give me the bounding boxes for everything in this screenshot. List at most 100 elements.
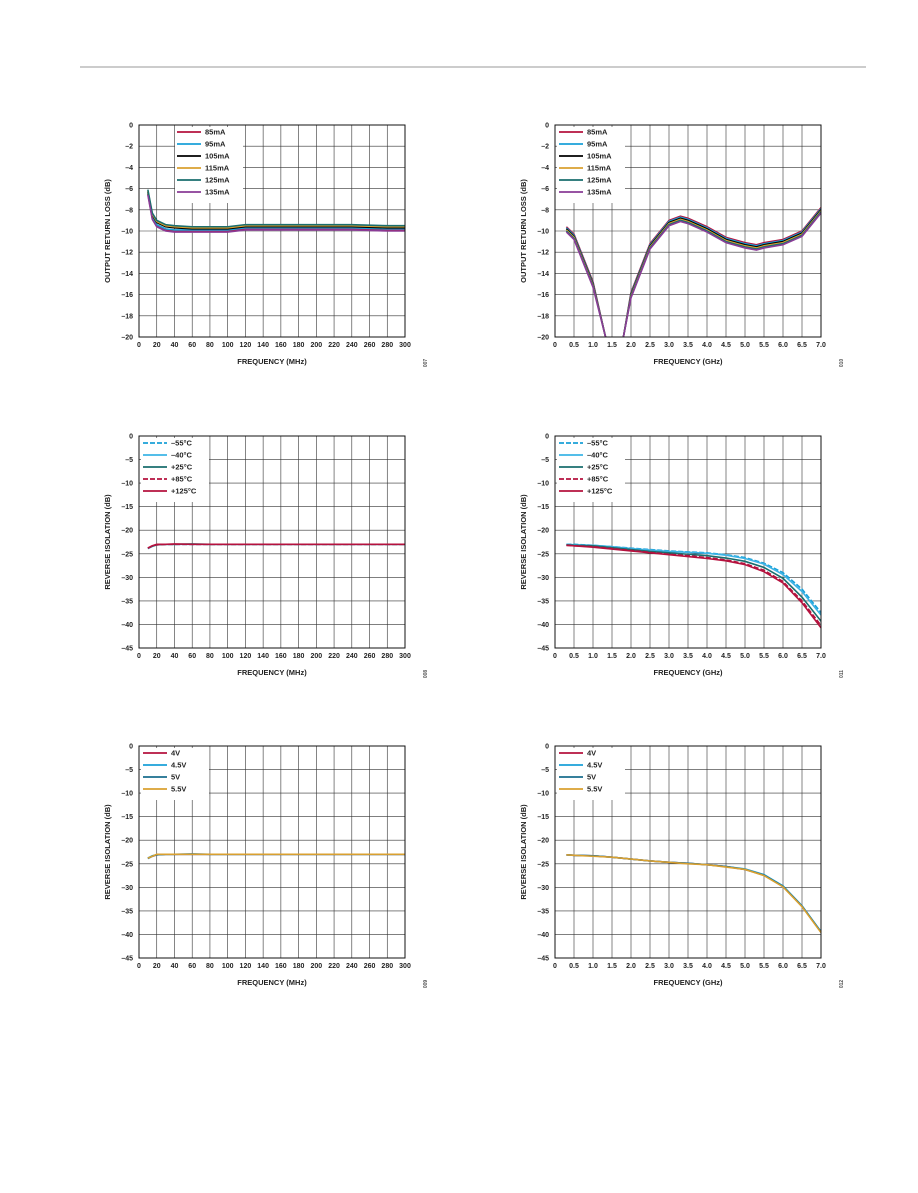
series-line <box>147 194 405 233</box>
x-tick-label: 0 <box>553 963 557 970</box>
x-tick-label: 220 <box>328 653 340 660</box>
x-tick-label: 0 <box>553 342 557 349</box>
x-tick-label: 260 <box>364 963 376 970</box>
legend-label: 5V <box>171 773 180 782</box>
legend-label: 4.5V <box>171 761 186 770</box>
y-tick-label: –10 <box>121 229 133 236</box>
x-tick-label: 100 <box>222 653 234 660</box>
legend-label: +125°C <box>171 487 197 496</box>
plot-series <box>566 854 821 934</box>
legend-label: 95mA <box>587 140 608 149</box>
y-tick-label: –35 <box>537 598 549 605</box>
y-axis-label: OUTPUT RETURN LOSS (dB) <box>519 179 528 283</box>
x-tick-label: 3.5 <box>683 653 693 660</box>
y-tick-label: –18 <box>121 313 133 320</box>
x-tick-label: 300 <box>399 963 411 970</box>
x-tick-label: 7.0 <box>816 653 826 660</box>
plot-series <box>566 543 821 629</box>
legend-label: 85mA <box>205 128 226 137</box>
x-tick-label: 20 <box>153 653 161 660</box>
x-tick-label: 5.0 <box>740 342 750 349</box>
x-tick-label: 280 <box>381 963 393 970</box>
legend-label: 4V <box>171 749 180 758</box>
legend-label: 5.5V <box>587 785 602 794</box>
y-tick-label: 0 <box>545 434 549 441</box>
y-tick-label: –10 <box>537 791 549 798</box>
y-tick-label: –40 <box>121 932 133 939</box>
y-tick-label: –25 <box>121 551 133 558</box>
x-axis-label: FREQUENCY (GHz) <box>653 668 723 677</box>
series-line <box>566 544 821 622</box>
x-tick-label: 0.5 <box>569 653 579 660</box>
plot-border <box>138 435 406 649</box>
x-tick-label: 4.5 <box>721 342 731 349</box>
legend-label: +25°C <box>171 463 193 472</box>
y-tick-label: –6 <box>541 186 549 193</box>
legend-label: 4V <box>587 749 596 758</box>
legend-label: –55°C <box>171 439 193 448</box>
legend-label: 4.5V <box>587 761 602 770</box>
legend-label: +125°C <box>587 487 613 496</box>
x-tick-label: 2.5 <box>645 963 655 970</box>
x-tick-label: 260 <box>364 653 376 660</box>
x-tick-label: 7.0 <box>816 342 826 349</box>
plot-border <box>554 435 822 649</box>
chart: 0 20 40 60 80 100 120 140 160 180 200 220 240 260 280 3… <box>103 123 429 368</box>
x-tick-label: 6.0 <box>778 342 788 349</box>
series-line <box>565 212 821 337</box>
x-tick-label: 4.0 <box>702 653 712 660</box>
y-tick-label: –25 <box>537 861 549 868</box>
figure-id: 010 <box>839 359 845 368</box>
legend-label: 135mA <box>587 188 612 197</box>
legend-label: 85mA <box>587 128 608 137</box>
series-line <box>566 544 821 629</box>
x-tick-label: 4.5 <box>721 963 731 970</box>
x-tick-label: 20 <box>153 963 161 970</box>
x-tick-label: 6.5 <box>797 963 807 970</box>
x-tick-label: 140 <box>257 342 269 349</box>
legend-label: +25°C <box>587 463 609 472</box>
legend-label: 115mA <box>587 164 612 173</box>
x-tick-label: 3.0 <box>664 653 674 660</box>
plot-border <box>554 124 822 338</box>
x-tick-label: 2.0 <box>626 342 636 349</box>
y-axis-label: REVERSE ISOLATION (dB) <box>519 804 528 900</box>
y-tick-label: –4 <box>125 165 133 172</box>
y-tick-label: –15 <box>121 814 133 821</box>
x-tick-label: 280 <box>381 342 393 349</box>
x-tick-label: 2.5 <box>645 653 655 660</box>
legend-label: 135mA <box>205 188 230 197</box>
plot-border <box>138 124 406 338</box>
x-tick-label: 160 <box>275 653 287 660</box>
y-tick-label: 0 <box>545 744 549 751</box>
x-tick-label: 1.0 <box>588 342 598 349</box>
plot-series <box>147 189 405 233</box>
x-tick-label: 6.5 <box>797 342 807 349</box>
y-tick-label: –15 <box>537 814 549 821</box>
x-tick-label: 80 <box>206 342 214 349</box>
y-tick-label: –40 <box>537 622 549 629</box>
y-axis-label: REVERSE ISOLATION (dB) <box>519 494 528 590</box>
x-tick-label: 0 <box>137 963 141 970</box>
figure-id: 009 <box>423 980 429 989</box>
x-axis-label: FREQUENCY (MHz) <box>237 978 307 987</box>
x-tick-label: 200 <box>310 342 322 349</box>
x-tick-label: 7.0 <box>816 963 826 970</box>
y-axis-label: REVERSE ISOLATION (dB) <box>103 804 112 900</box>
y-axis-label: REVERSE ISOLATION (dB) <box>103 494 112 590</box>
legend-label: +85°C <box>587 475 609 484</box>
x-axis-label: FREQUENCY (GHz) <box>653 357 723 366</box>
x-tick-label: 120 <box>240 342 252 349</box>
y-tick-label: –20 <box>121 528 133 535</box>
y-tick-label: –16 <box>121 292 133 299</box>
y-tick-label: –15 <box>537 504 549 511</box>
x-tick-label: 180 <box>293 342 305 349</box>
x-tick-label: 1.5 <box>607 653 617 660</box>
x-axis-label: FREQUENCY (MHz) <box>237 357 307 366</box>
x-tick-label: 60 <box>188 342 196 349</box>
legend-box <box>557 127 625 203</box>
x-tick-label: 120 <box>240 963 252 970</box>
y-tick-label: –10 <box>537 481 549 488</box>
y-tick-label: –20 <box>537 528 549 535</box>
legend-label: 5V <box>587 773 596 782</box>
